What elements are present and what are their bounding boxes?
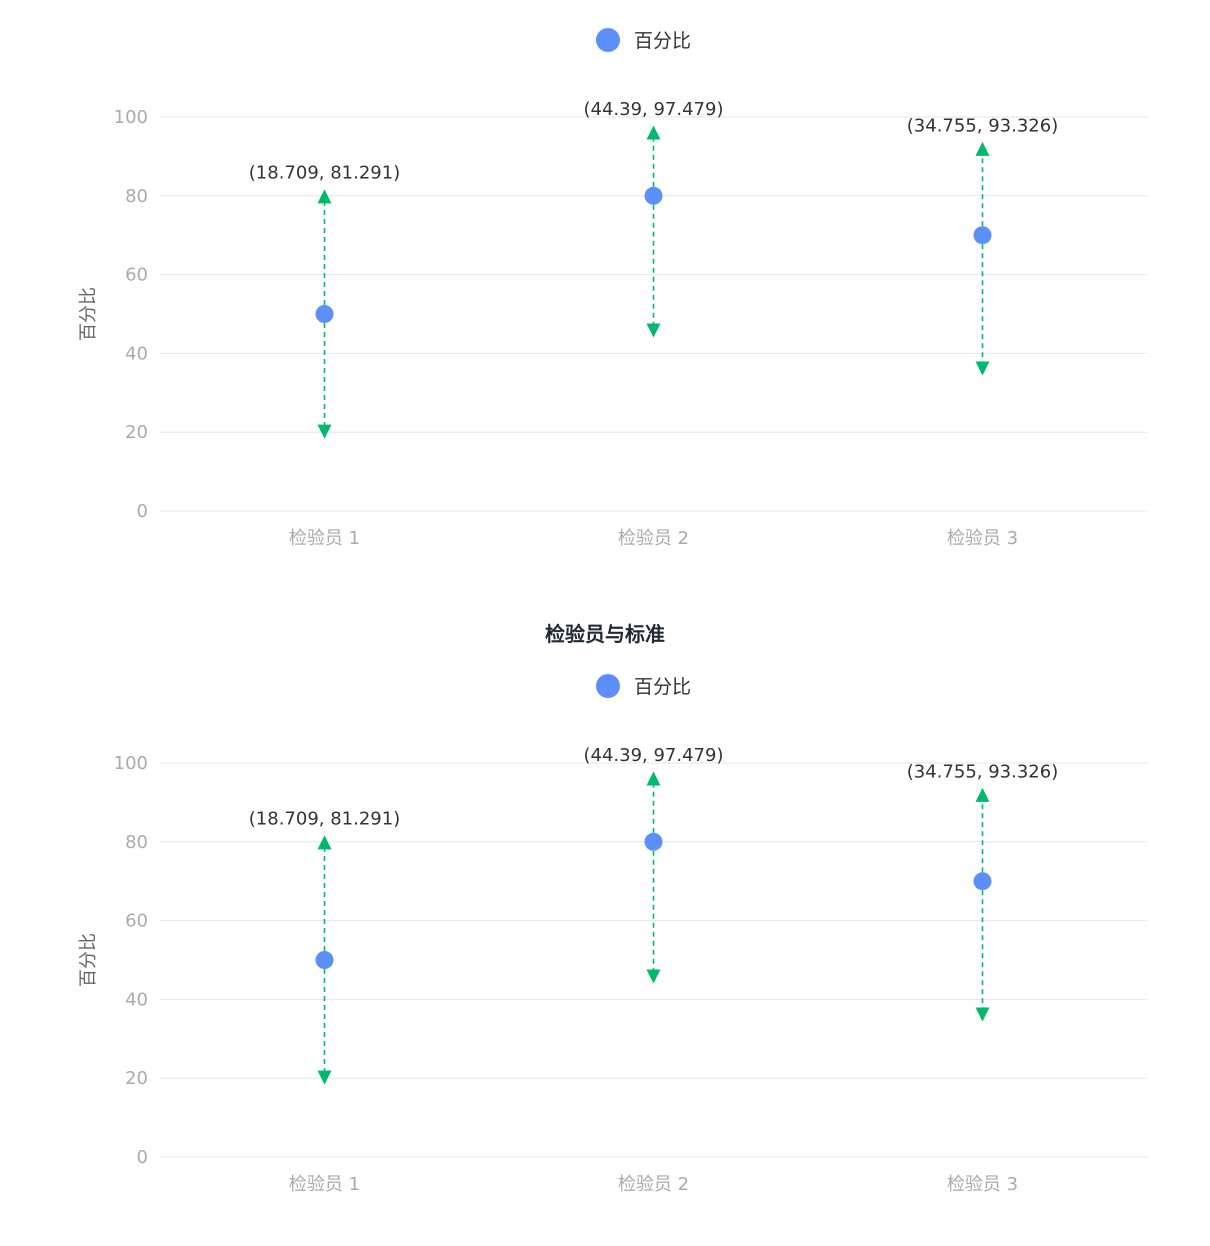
legend-marker [596, 27, 620, 52]
y-tick-label: 80 [125, 186, 148, 207]
legend-label: 百分比 [634, 30, 692, 52]
chart-title: 检验员与标准 [545, 622, 665, 646]
y-tick-label: 20 [125, 422, 148, 443]
chart-panel-1: 百分比 0 20 40 60 80 100 百分比检验员 1 检验员 2 检验员 3 (18.70… [0, 0, 1210, 600]
y-axis-label: 百分比 [78, 287, 99, 341]
x-tick-label: 检验员 1 [289, 528, 360, 549]
y-tick-label: 0 [137, 501, 148, 522]
legend-marker [596, 673, 620, 698]
y-tick-label: 60 [125, 265, 148, 286]
interval-label: (18.709, 81.291) [249, 163, 400, 184]
data-point[interactable] [644, 832, 663, 851]
interval-label: (34.755, 93.326) [907, 761, 1058, 782]
interval-label: (18.709, 81.291) [249, 809, 400, 830]
interval-label: (34.755, 93.326) [907, 115, 1058, 136]
x-tick-label: 检验员 2 [618, 528, 689, 549]
y-tick-label: 40 [125, 989, 148, 1010]
data-point[interactable] [315, 305, 334, 323]
y-tick-label: 60 [125, 911, 148, 932]
chart-panel-2: 检验员与标准 百分比 0 20 40 60 80 100 百分比检验员 1 检验员 2 检验员 … [0, 600, 1210, 1234]
y-tick-label: 40 [125, 343, 148, 364]
y-tick-label: 20 [125, 1068, 148, 1089]
y-tick-label: 80 [125, 832, 148, 853]
x-tick-label: 检验员 2 [618, 1174, 689, 1195]
y-tick-label: 0 [137, 1147, 148, 1168]
y-axis-label: 百分比 [78, 933, 99, 987]
y-tick-label: 100 [114, 753, 148, 774]
data-point[interactable] [315, 951, 334, 969]
x-tick-label: 检验员 1 [289, 1174, 360, 1195]
interval-label: (44.39, 97.479) [583, 745, 723, 766]
data-point[interactable] [973, 226, 992, 245]
data-point[interactable] [644, 186, 663, 205]
legend[interactable]: 百分比 [596, 672, 691, 699]
data-point[interactable] [973, 872, 992, 891]
legend-label: 百分比 [634, 676, 692, 698]
legend[interactable]: 百分比 [596, 26, 691, 53]
y-tick-label: 100 [114, 107, 148, 128]
x-tick-label: 检验员 3 [947, 1174, 1018, 1195]
x-tick-label: 检验员 3 [947, 528, 1018, 549]
interval-label: (44.39, 97.479) [583, 99, 723, 120]
